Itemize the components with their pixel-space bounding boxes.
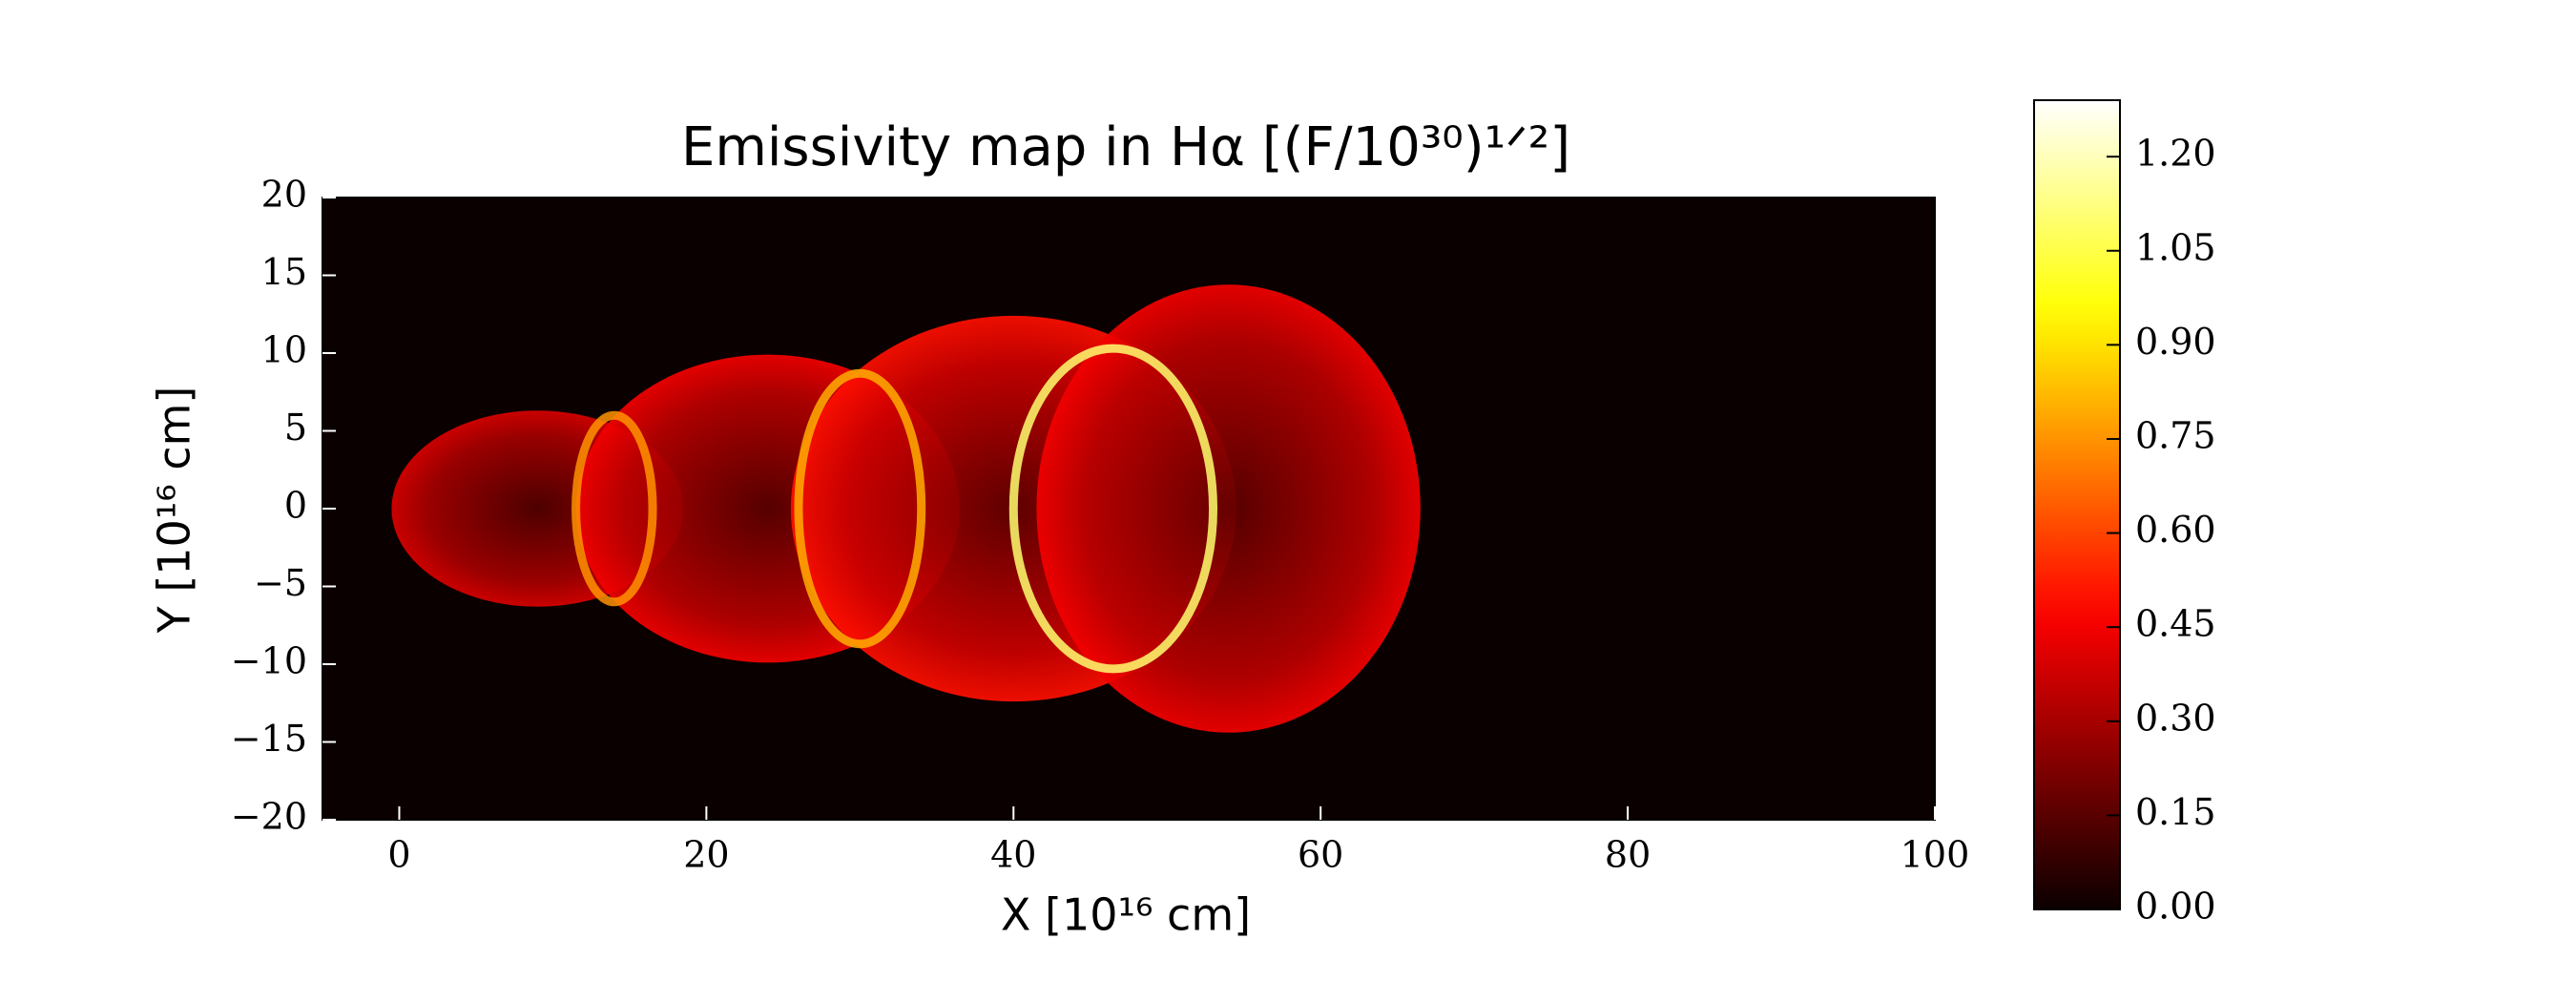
y-tick-label: −20 (231, 796, 307, 838)
colorbar-tick-label: 0.45 (2135, 603, 2216, 645)
colorbar (2033, 99, 2121, 910)
x-tick-label: 80 (1605, 834, 1651, 876)
y-tick-label: 15 (261, 251, 307, 293)
emission-ring (571, 410, 657, 607)
x-tick-label: 100 (1901, 834, 1970, 876)
colorbar-tick-label: 0.90 (2135, 321, 2216, 363)
x-tick-label: 0 (387, 834, 410, 876)
colorbar-tick-label: 0.75 (2135, 414, 2216, 456)
colorbar-tick-label: 0.60 (2135, 509, 2216, 551)
y-tick-label: 0 (284, 485, 307, 527)
y-tick-label: 10 (261, 329, 307, 371)
y-axis-label: Y [10¹⁶ cm] (149, 386, 200, 635)
x-tick-label: 60 (1298, 834, 1343, 876)
y-tick-label: −5 (254, 562, 307, 604)
colorbar-tick-label: 1.05 (2135, 226, 2216, 268)
x-tick-label: 20 (683, 834, 729, 876)
emission-ring (794, 368, 926, 649)
chart-title: Emissivity map in Hα [(F/10³⁰)¹ᐟ²] (681, 116, 1570, 178)
x-tick-label: 40 (990, 834, 1036, 876)
y-tick-label: 5 (284, 407, 307, 449)
emission-ring (1008, 344, 1218, 674)
x-axis-label: X [10¹⁶ cm] (1001, 889, 1251, 941)
y-tick-label: −10 (231, 640, 307, 682)
emission-shell (1036, 284, 1421, 733)
image-layer (391, 284, 1421, 733)
colorbar-tick-label: 1.20 (2135, 133, 2216, 175)
colorbar-tick-label: 0.30 (2135, 697, 2216, 739)
y-tick-label: −15 (231, 718, 307, 760)
colorbar-tick-label: 0.00 (2135, 886, 2216, 928)
y-tick-label: 20 (261, 174, 307, 216)
colorbar-tick-label: 0.15 (2135, 791, 2216, 833)
